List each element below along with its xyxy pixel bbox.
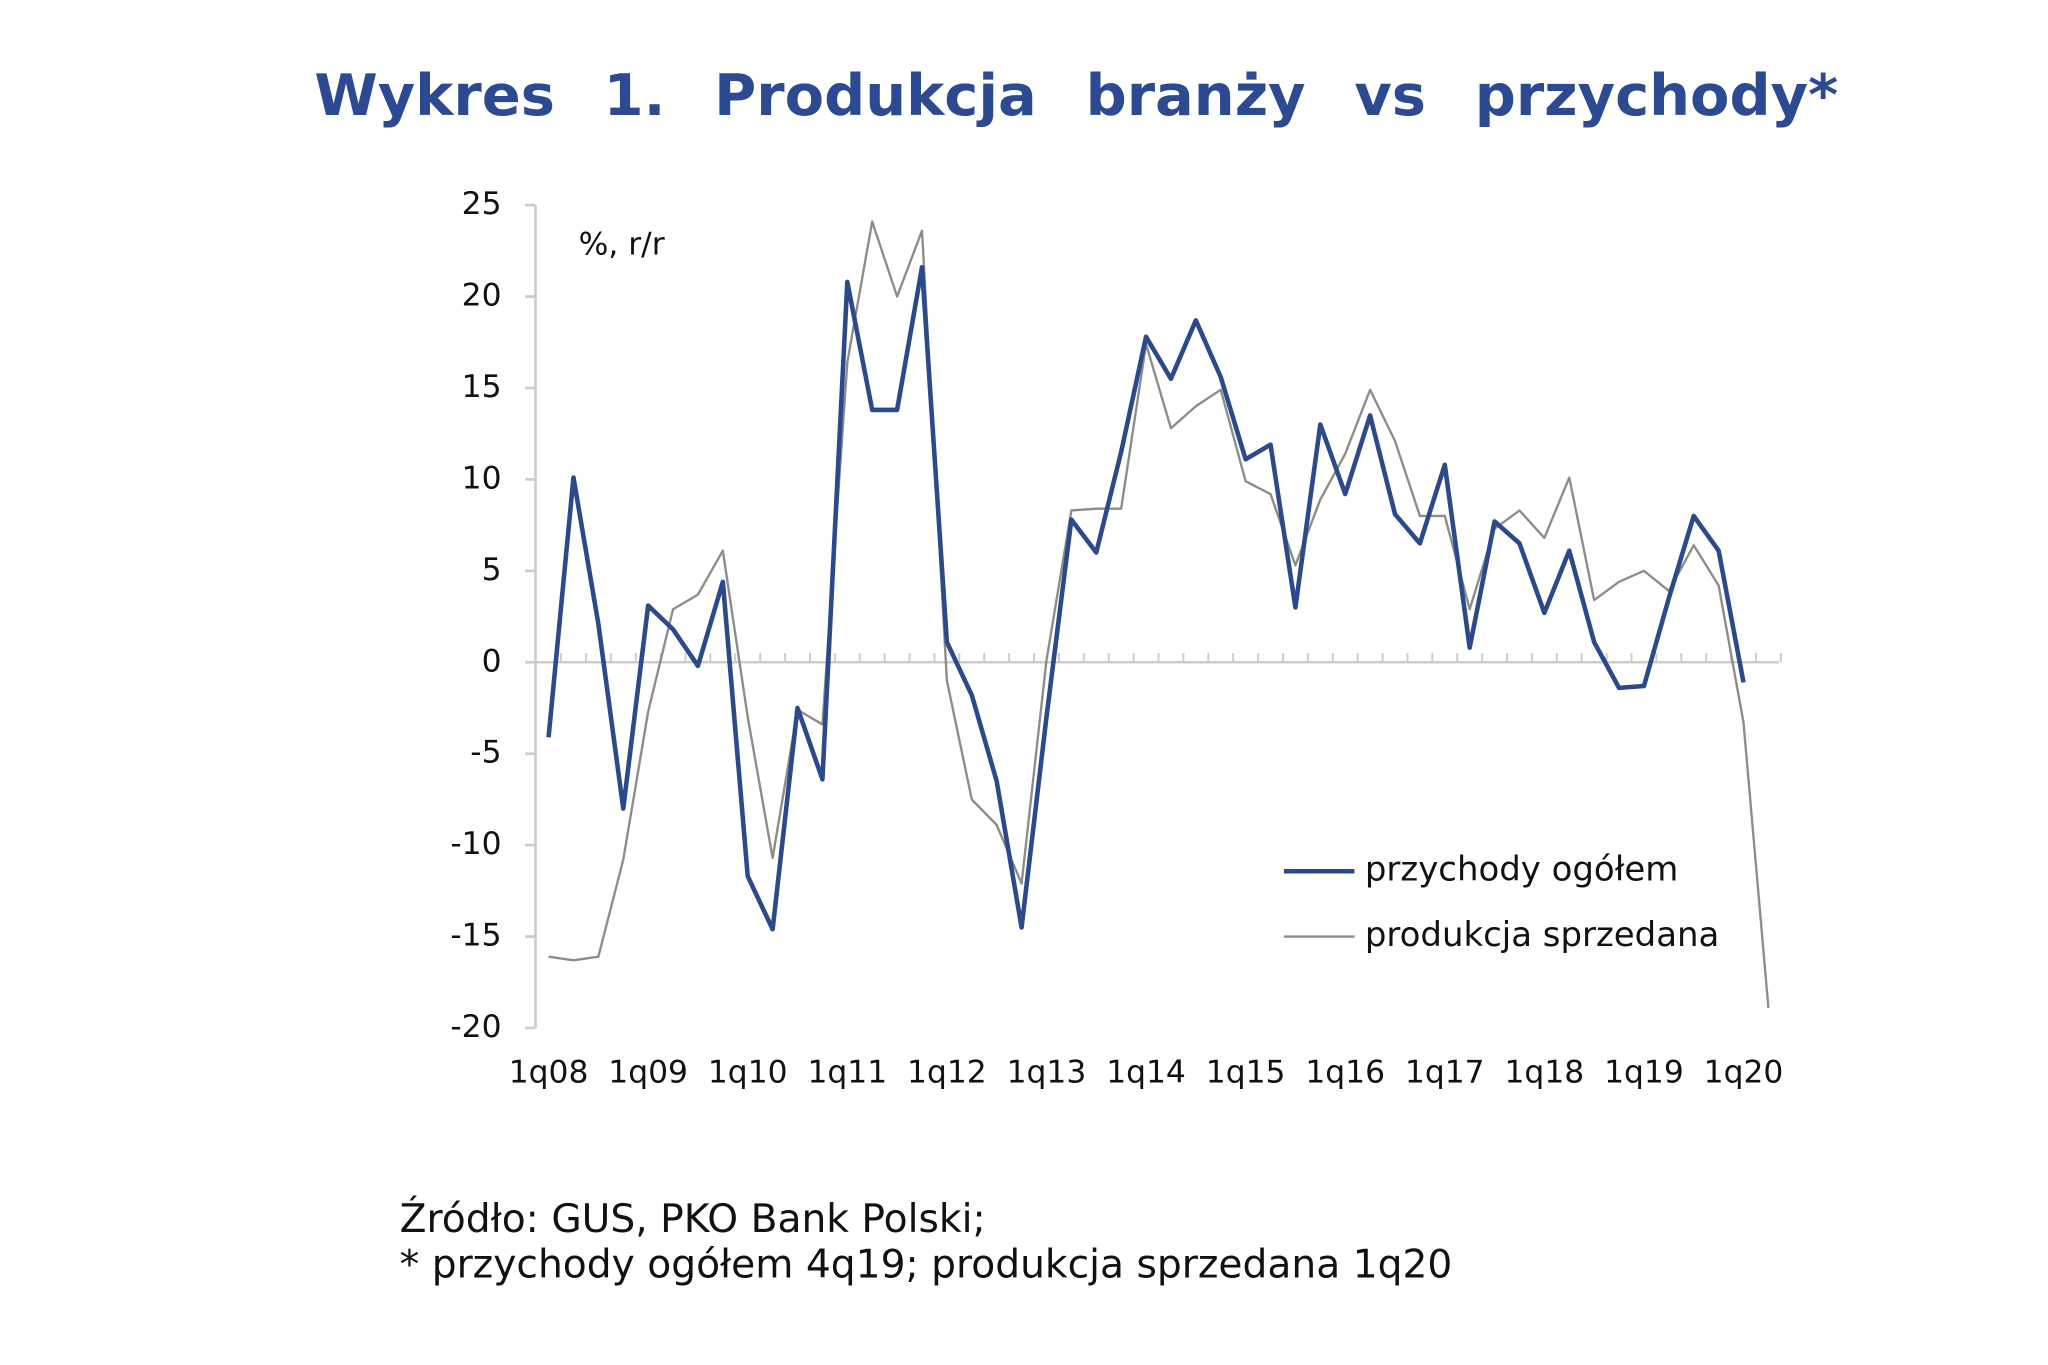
footnote: * przychody ogółem 4q19; produkcja sprze… bbox=[400, 1242, 1453, 1287]
y-tick-label: 10 bbox=[462, 460, 502, 496]
source: Źródło: GUS, PKO Bank Polski; bbox=[400, 1195, 986, 1242]
y-tick-label: 15 bbox=[462, 369, 502, 405]
x-tick-label: 1q16 bbox=[1305, 1055, 1385, 1091]
x-tick-label: 1q15 bbox=[1206, 1055, 1286, 1091]
y-tick-label: -15 bbox=[450, 918, 501, 954]
series-line bbox=[548, 220, 1770, 1008]
x-tick-label: 1q13 bbox=[1007, 1055, 1087, 1091]
x-tick-label: 1q08 bbox=[509, 1055, 589, 1091]
x-tick-label: 1q18 bbox=[1505, 1055, 1585, 1091]
series-line bbox=[546, 264, 1746, 932]
x-tick-label: 1q20 bbox=[1704, 1055, 1784, 1091]
x-tick-label: 1q11 bbox=[807, 1055, 887, 1091]
x-tick-label: 1q12 bbox=[907, 1055, 987, 1091]
x-tick-label: 1q14 bbox=[1106, 1055, 1186, 1091]
y-tick-label: -5 bbox=[470, 735, 501, 771]
chart-title: Wykres 1. Produkcja branży vs przychody* bbox=[314, 62, 1838, 129]
y-tick-label: -20 bbox=[450, 1009, 501, 1045]
y-axis-label: %, r/r bbox=[579, 227, 665, 263]
x-tick-label: 1q17 bbox=[1405, 1055, 1485, 1091]
y-tick-label: 20 bbox=[462, 278, 502, 314]
y-tick-label: 0 bbox=[482, 643, 502, 679]
x-tick-label: 1q19 bbox=[1604, 1055, 1684, 1091]
x-tick-label: 1q10 bbox=[708, 1055, 788, 1091]
legend-label: przychody ogółem bbox=[1365, 850, 1678, 890]
x-tick-label: 1q09 bbox=[608, 1055, 688, 1091]
y-tick-label: 25 bbox=[462, 186, 502, 222]
legend-label: produkcja sprzedana bbox=[1365, 915, 1719, 955]
y-tick-label: -10 bbox=[450, 826, 501, 862]
y-tick-label: 5 bbox=[482, 552, 502, 588]
